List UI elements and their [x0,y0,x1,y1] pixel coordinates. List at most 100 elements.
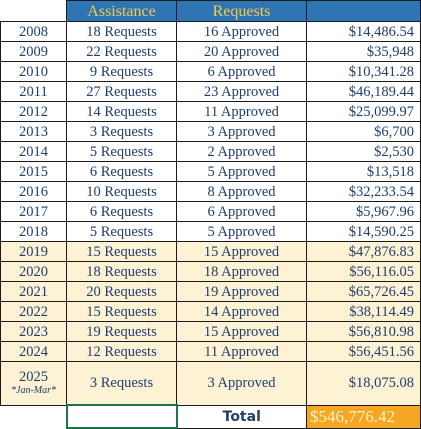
amount-cell[interactable]: $35,948 [306,41,421,62]
requests-cell[interactable]: 6 Requests [66,161,177,182]
amount-cell[interactable]: $14,486.54 [306,21,421,42]
table-row: 2020 18 Requests 18 Approved $56,116.05 [0,261,421,282]
year-cell[interactable]: 2024 [0,341,67,362]
year-cell[interactable]: 2013 [0,121,67,142]
approved-cell[interactable]: 5 Approved [176,221,307,242]
approved-cell[interactable]: 19 Approved [176,281,307,302]
approved-cell[interactable]: 11 Approved [176,341,307,362]
requests-cell[interactable]: 10 Requests [66,181,177,202]
approved-cell[interactable]: 2 Approved [176,141,307,162]
requests-cell[interactable]: 12 Requests [66,341,177,362]
approved-cell[interactable]: 16 Approved [176,21,307,42]
approved-cell[interactable]: 3 Approved [176,121,307,142]
amount-cell[interactable]: $56,451.56 [306,341,421,362]
amount-cell[interactable]: $5,967.96 [306,201,421,222]
approved-cell[interactable]: 18 Approved [176,261,307,282]
header-blank-cell[interactable] [306,0,421,22]
amount-cell[interactable]: $18,075.08 [306,361,421,406]
requests-cell[interactable]: 20 Requests [66,281,177,302]
year-cell[interactable]: 2023 [0,321,67,342]
requests-cell[interactable]: 22 Requests [66,41,177,62]
year-note: *Jan-Mar* [11,385,56,397]
amount-cell[interactable]: $13,518 [306,161,421,182]
header-assistance[interactable]: Assistance [66,0,177,22]
amount-cell[interactable]: $38,114.49 [306,301,421,322]
total-label[interactable]: Total [176,404,307,429]
table-row: 2021 20 Requests 19 Approved $65,726.45 [0,281,421,302]
table-row: 2024 12 Requests 11 Approved $56,451.56 [0,341,421,362]
requests-cell[interactable]: 15 Requests [66,241,177,262]
year-cell[interactable]: 2011 [0,81,67,102]
table-row: 2017 6 Requests 6 Approved $5,967.96 [0,201,421,222]
amount-cell[interactable]: $32,233.54 [306,181,421,202]
year-cell[interactable]: 2016 [0,181,67,202]
table-row: 2011 27 Requests 23 Approved $46,189.44 [0,81,421,102]
year-cell[interactable]: 2008 [0,21,67,42]
requests-cell[interactable]: 18 Requests [66,261,177,282]
year-cell[interactable]: 2018 [0,221,67,242]
year-cell[interactable]: 2019 [0,241,67,262]
table-row: 2022 15 Requests 14 Approved $38,114.49 [0,301,421,322]
table-row: 2019 15 Requests 15 Approved $47,876.83 [0,241,421,262]
amount-cell[interactable]: $10,341.28 [306,61,421,82]
requests-cell[interactable]: 18 Requests [66,21,177,42]
year-cell[interactable]: 2025 *Jan-Mar* [0,361,67,406]
approved-cell[interactable]: 23 Approved [176,81,307,102]
amount-cell[interactable]: $47,876.83 [306,241,421,262]
table-row: 2016 10 Requests 8 Approved $32,233.54 [0,181,421,202]
requests-cell[interactable]: 3 Requests [66,361,177,406]
approved-cell[interactable]: 8 Approved [176,181,307,202]
amount-cell[interactable]: $14,590.25 [306,221,421,242]
requests-cell[interactable]: 5 Requests [66,221,177,242]
requests-cell[interactable]: 6 Requests [66,201,177,222]
approved-cell[interactable]: 5 Approved [176,161,307,182]
amount-cell[interactable]: $6,700 [306,121,421,142]
year-cell[interactable]: 2010 [0,61,67,82]
approved-cell[interactable]: 3 Approved [176,361,307,406]
table-row: 2008 18 Requests 16 Approved $14,486.54 [0,21,421,42]
year-cell[interactable]: 2012 [0,101,67,122]
year-cell[interactable]: 2020 [0,261,67,282]
year-cell[interactable]: 2017 [0,201,67,222]
year-cell[interactable]: 2009 [0,41,67,62]
amount-cell[interactable]: $65,726.45 [306,281,421,302]
table-row: 2010 9 Requests 6 Approved $10,341.28 [0,61,421,82]
table-row: 2013 3 Requests 3 Approved $6,700 [0,121,421,142]
approved-cell[interactable]: 20 Approved [176,41,307,62]
year-cell[interactable]: 2014 [0,141,67,162]
requests-cell[interactable]: 3 Requests [66,121,177,142]
amount-cell[interactable]: $56,116.05 [306,261,421,282]
requests-cell[interactable]: 14 Requests [66,101,177,122]
requests-cell[interactable]: 9 Requests [66,61,177,82]
approved-cell[interactable]: 11 Approved [176,101,307,122]
corner-cell[interactable] [0,0,67,22]
approved-cell[interactable]: 15 Approved [176,241,307,262]
table-row: 2018 5 Requests 5 Approved $14,590.25 [0,221,421,242]
approved-cell[interactable]: 15 Approved [176,321,307,342]
amount-cell[interactable]: $2,530 [306,141,421,162]
amount-cell[interactable]: $56,810.98 [306,321,421,342]
table-row: 2014 5 Requests 2 Approved $2,530 [0,141,421,162]
table-row: 2025 *Jan-Mar* 3 Requests 3 Approved $18,075… [0,361,421,406]
approved-cell[interactable]: 6 Approved [176,61,307,82]
header-row: Assistance Requests [0,0,421,22]
requests-cell[interactable]: 19 Requests [66,321,177,342]
table-row: 2023 19 Requests 15 Approved $56,810.98 [0,321,421,342]
approved-cell[interactable]: 6 Approved [176,201,307,222]
approved-cell[interactable]: 14 Approved [176,301,307,322]
table-row: 2009 22 Requests 20 Approved $35,948 [0,41,421,62]
empty-cell[interactable] [0,404,67,429]
table-row: 2015 6 Requests 5 Approved $13,518 [0,161,421,182]
amount-cell[interactable]: $46,189.44 [306,81,421,102]
year-cell[interactable]: 2021 [0,281,67,302]
header-requests[interactable]: Requests [176,0,307,22]
requests-cell[interactable]: 15 Requests [66,301,177,322]
year-label: 2025 [19,369,48,386]
requests-cell[interactable]: 27 Requests [66,81,177,102]
amount-cell[interactable]: $25,099.97 [306,101,421,122]
table-row: 2012 14 Requests 11 Approved $25,099.97 [0,101,421,122]
requests-cell[interactable]: 5 Requests [66,141,177,162]
year-cell[interactable]: 2022 [0,301,67,322]
year-cell[interactable]: 2015 [0,161,67,182]
